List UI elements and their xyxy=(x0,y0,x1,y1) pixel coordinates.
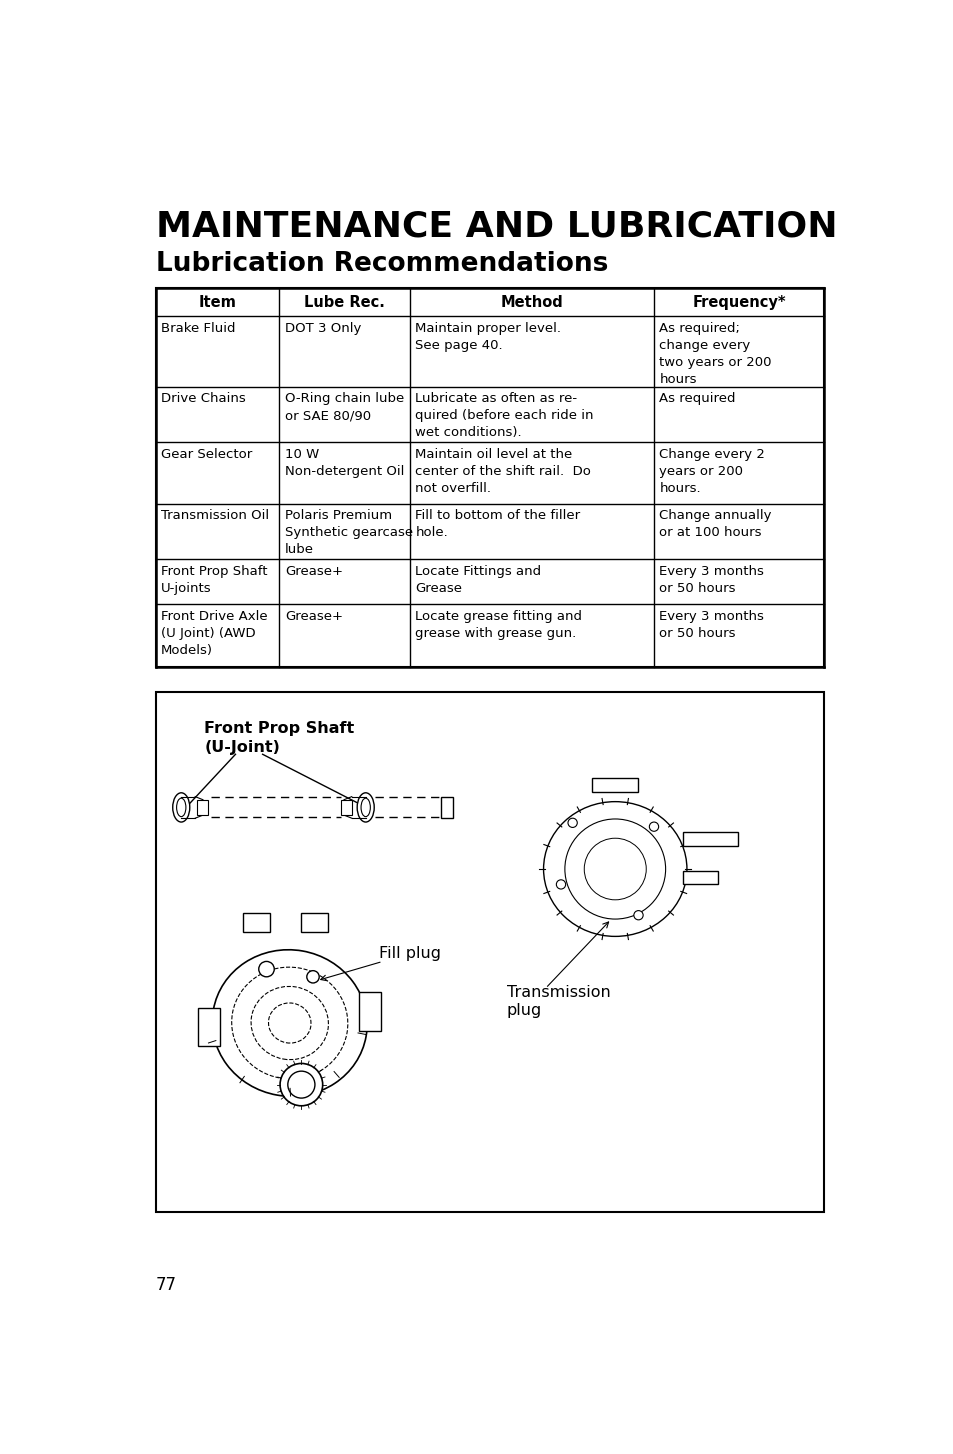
Text: O-Ring chain lube
or SAE 80/90: O-Ring chain lube or SAE 80/90 xyxy=(285,393,404,423)
Text: Change annually
or at 100 hours: Change annually or at 100 hours xyxy=(659,509,771,539)
Text: Front Prop Shaft
U-joints: Front Prop Shaft U-joints xyxy=(161,564,268,595)
Ellipse shape xyxy=(213,949,367,1096)
Text: Lube Rec.: Lube Rec. xyxy=(304,295,385,310)
FancyBboxPatch shape xyxy=(243,913,270,932)
Text: 10 W
Non-detergent Oil: 10 W Non-detergent Oil xyxy=(285,448,404,478)
Text: Front Prop Shaft
(U-Joint): Front Prop Shaft (U-Joint) xyxy=(204,721,355,755)
Text: Every 3 months
or 50 hours: Every 3 months or 50 hours xyxy=(659,564,763,595)
Ellipse shape xyxy=(360,798,370,817)
Text: Locate Fittings and
Grease: Locate Fittings and Grease xyxy=(415,564,540,595)
Text: Grease+: Grease+ xyxy=(285,564,342,577)
Text: MAINTENANCE AND LUBRICATION: MAINTENANCE AND LUBRICATION xyxy=(155,209,837,243)
Text: Lubricate as often as re-
quired (before each ride in
wet conditions).: Lubricate as often as re- quired (before… xyxy=(415,393,593,439)
Text: Item: Item xyxy=(198,295,236,310)
FancyBboxPatch shape xyxy=(592,778,638,792)
Ellipse shape xyxy=(288,1072,314,1098)
Text: Method: Method xyxy=(500,295,562,310)
Text: As required: As required xyxy=(659,393,735,406)
Circle shape xyxy=(649,822,658,832)
Text: Frequency*: Frequency* xyxy=(692,295,785,310)
Circle shape xyxy=(583,838,645,900)
Text: Drive Chains: Drive Chains xyxy=(161,393,246,406)
Bar xyxy=(155,288,823,667)
Text: Front Drive Axle
(U Joint) (AWD
Models): Front Drive Axle (U Joint) (AWD Models) xyxy=(161,609,268,657)
Bar xyxy=(340,800,352,816)
Text: Every 3 months
or 50 hours: Every 3 months or 50 hours xyxy=(659,609,763,640)
Text: Polaris Premium
Synthetic gearcase
lube: Polaris Premium Synthetic gearcase lube xyxy=(285,509,413,557)
FancyBboxPatch shape xyxy=(198,1008,220,1045)
Text: Maintain oil level at the
center of the shift rail.  Do
not overfill.: Maintain oil level at the center of the … xyxy=(415,448,591,494)
Circle shape xyxy=(307,971,319,983)
Text: Brake Fluid: Brake Fluid xyxy=(161,321,235,334)
Bar xyxy=(682,832,737,846)
Circle shape xyxy=(567,819,577,827)
Text: Grease+: Grease+ xyxy=(285,609,342,622)
FancyBboxPatch shape xyxy=(359,992,381,1031)
Text: 77: 77 xyxy=(155,1275,176,1294)
Text: Locate grease fitting and
grease with grease gun.: Locate grease fitting and grease with gr… xyxy=(415,609,581,640)
Circle shape xyxy=(556,880,565,888)
Ellipse shape xyxy=(356,792,374,822)
Text: Maintain proper level.
See page 40.: Maintain proper level. See page 40. xyxy=(415,321,560,352)
Ellipse shape xyxy=(543,801,686,936)
Bar xyxy=(155,692,823,1213)
Ellipse shape xyxy=(172,792,190,822)
Ellipse shape xyxy=(176,798,186,817)
Text: Transmission Oil: Transmission Oil xyxy=(161,509,269,522)
Circle shape xyxy=(258,961,274,977)
Text: Change every 2
years or 200
hours.: Change every 2 years or 200 hours. xyxy=(659,448,764,494)
Bar xyxy=(440,797,453,819)
FancyBboxPatch shape xyxy=(301,913,328,932)
Bar xyxy=(682,871,718,884)
Text: DOT 3 Only: DOT 3 Only xyxy=(285,321,361,334)
Text: Gear Selector: Gear Selector xyxy=(161,448,253,461)
Text: Lubrication Recommendations: Lubrication Recommendations xyxy=(155,252,607,278)
Ellipse shape xyxy=(280,1063,322,1106)
Text: Fill plug: Fill plug xyxy=(378,947,440,961)
Text: As required;
change every
two years or 200
hours: As required; change every two years or 2… xyxy=(659,321,771,385)
Text: Fill to bottom of the filler
hole.: Fill to bottom of the filler hole. xyxy=(415,509,579,539)
Bar xyxy=(196,800,208,816)
Text: Transmission
plug: Transmission plug xyxy=(506,984,610,1018)
Circle shape xyxy=(633,910,642,920)
Circle shape xyxy=(564,819,665,919)
